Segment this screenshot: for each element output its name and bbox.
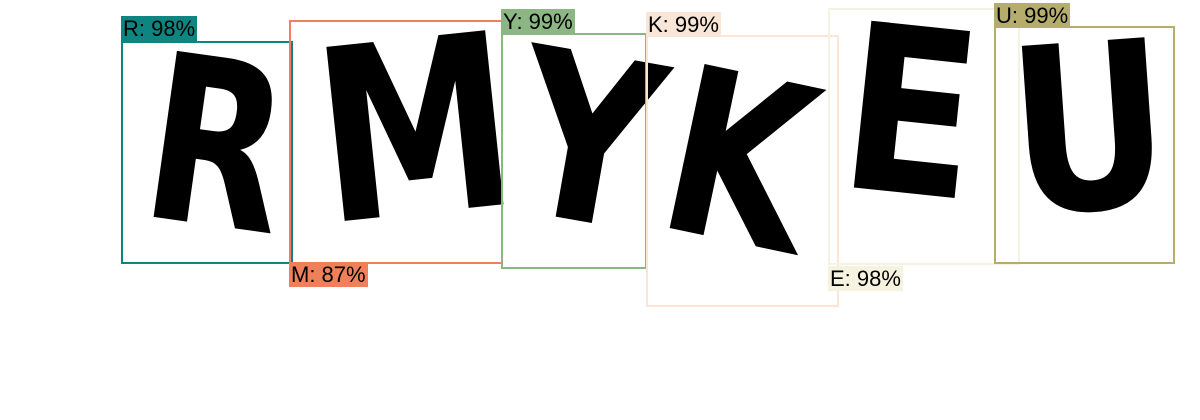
detection-label-u: U: 99% — [994, 3, 1071, 28]
detection-box-k — [646, 35, 839, 307]
detection-box-r — [121, 41, 293, 264]
detection-box-y — [501, 33, 647, 269]
detection-box-e — [828, 8, 1020, 265]
detection-label-r: R: 98% — [121, 16, 198, 41]
detection-label-m: M: 87% — [289, 262, 368, 287]
detection-label-e: E: 98% — [828, 266, 903, 291]
detection-label-y: Y: 99% — [501, 9, 575, 34]
detection-label-k: K: 99% — [646, 12, 721, 37]
detection-box-u — [994, 26, 1175, 264]
detection-box-m — [289, 20, 503, 264]
